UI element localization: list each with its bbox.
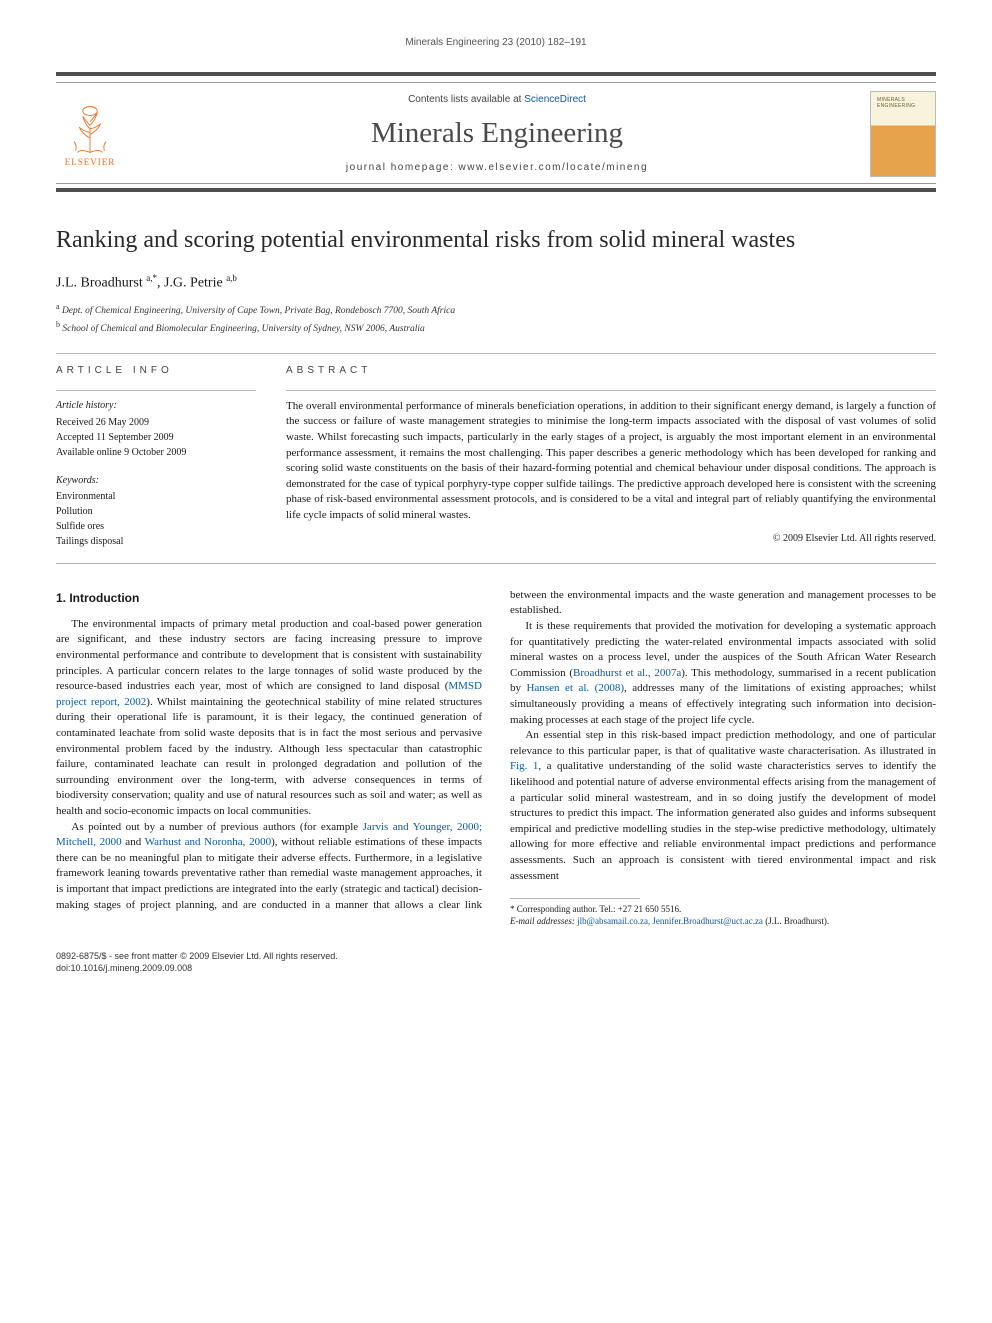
lists-available-line: Contents lists available at ScienceDirec… (142, 93, 852, 107)
keyword-item: Tailings disposal (56, 534, 256, 549)
front-matter-line: 0892-6875/$ - see front matter © 2009 El… (56, 950, 936, 963)
authors-line: J.L. Broadhurst a,*, J.G. Petrie a,b (56, 272, 936, 293)
article-history-item: Available online 9 October 2009 (56, 445, 256, 460)
publisher-name: ELSEVIER (65, 158, 116, 167)
body-paragraph: An essential step in this risk-based imp… (510, 728, 936, 884)
keyword-item: Pollution (56, 504, 256, 519)
article-info-column: ARTICLE INFO Article history: Received 2… (56, 364, 256, 549)
corresponding-author-label: * Corresponding author. (510, 904, 597, 914)
body-text-columns: 1. Introduction The environmental impact… (56, 588, 936, 928)
footnote-separator (510, 898, 640, 899)
article-history-item: Received 26 May 2009 (56, 415, 256, 430)
affiliation-line: b School of Chemical and Biomolecular En… (56, 319, 936, 337)
publisher-logo: ELSEVIER (56, 102, 124, 167)
keywords-label: Keywords: (56, 474, 256, 488)
rule-info-left (56, 390, 256, 391)
rule-info-right (286, 390, 936, 391)
author-email-link[interactable]: jlb@absamail.co.za, Jennifer.Broadhurst@… (577, 916, 763, 926)
section-heading-introduction: 1. Introduction (56, 590, 482, 607)
article-history-item: Accepted 11 September 2009 (56, 430, 256, 445)
footnotes: * Corresponding author. Tel.: +27 21 650… (510, 903, 936, 927)
journal-title: Minerals Engineering (142, 113, 852, 154)
keyword-item: Environmental (56, 489, 256, 504)
article-info-heading: ARTICLE INFO (56, 364, 256, 378)
affiliations: a Dept. of Chemical Engineering, Univers… (56, 301, 936, 337)
body-paragraph: The environmental impacts of primary met… (56, 617, 482, 820)
homepage-url: www.elsevier.com/locate/mineng (459, 162, 649, 173)
masthead: ELSEVIER Contents lists available at Sci… (56, 72, 936, 192)
lists-prefix: Contents lists available at (408, 94, 524, 105)
body-paragraph: It is these requirements that provided t… (510, 619, 936, 728)
journal-cover-thumbnail: MINERALS ENGINEERING (870, 91, 936, 177)
homepage-prefix: journal homepage: (346, 162, 459, 173)
sciencedirect-link[interactable]: ScienceDirect (524, 94, 586, 105)
abstract-body: The overall environmental performance of… (286, 399, 936, 524)
email-addresses-label: E-mail addresses: (510, 916, 575, 926)
rule-top (56, 353, 936, 354)
running-head: Minerals Engineering 23 (2010) 182–191 (56, 36, 936, 50)
journal-homepage-line: journal homepage: www.elsevier.com/locat… (142, 161, 852, 175)
rule-after-abstract (56, 563, 936, 564)
abstract-heading: ABSTRACT (286, 364, 936, 378)
abstract-copyright: © 2009 Elsevier Ltd. All rights reserved… (286, 532, 936, 546)
article-title: Ranking and scoring potential environmen… (56, 224, 936, 258)
email-author-paren: (J.L. Broadhurst). (763, 916, 829, 926)
abstract-column: ABSTRACT The overall environmental perfo… (286, 364, 936, 549)
bottom-meta: 0892-6875/$ - see front matter © 2009 El… (56, 950, 936, 975)
doi-line: doi:10.1016/j.mineng.2009.09.008 (56, 962, 936, 975)
article-history-label: Article history: (56, 399, 256, 413)
elsevier-tree-icon (63, 102, 117, 156)
affiliation-line: a Dept. of Chemical Engineering, Univers… (56, 301, 936, 319)
cover-thumb-title: MINERALS ENGINEERING (877, 98, 935, 109)
keyword-item: Sulfide ores (56, 519, 256, 534)
corresponding-author-tel: Tel.: +27 21 650 5516. (597, 904, 681, 914)
